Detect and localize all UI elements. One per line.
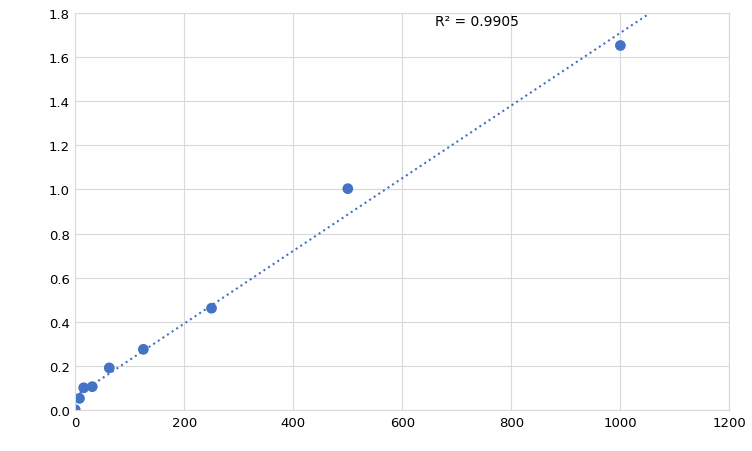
Point (77, 384, 89, 391)
Point (69, 406, 81, 414)
Point (86, 383, 99, 391)
Point (103, 364, 115, 372)
Text: R² = 0.9905: R² = 0.9905 (435, 15, 519, 29)
Point (614, 43, 626, 50)
Point (74, 395, 86, 402)
Point (205, 305, 217, 312)
Point (138, 346, 150, 353)
Point (341, 186, 353, 193)
